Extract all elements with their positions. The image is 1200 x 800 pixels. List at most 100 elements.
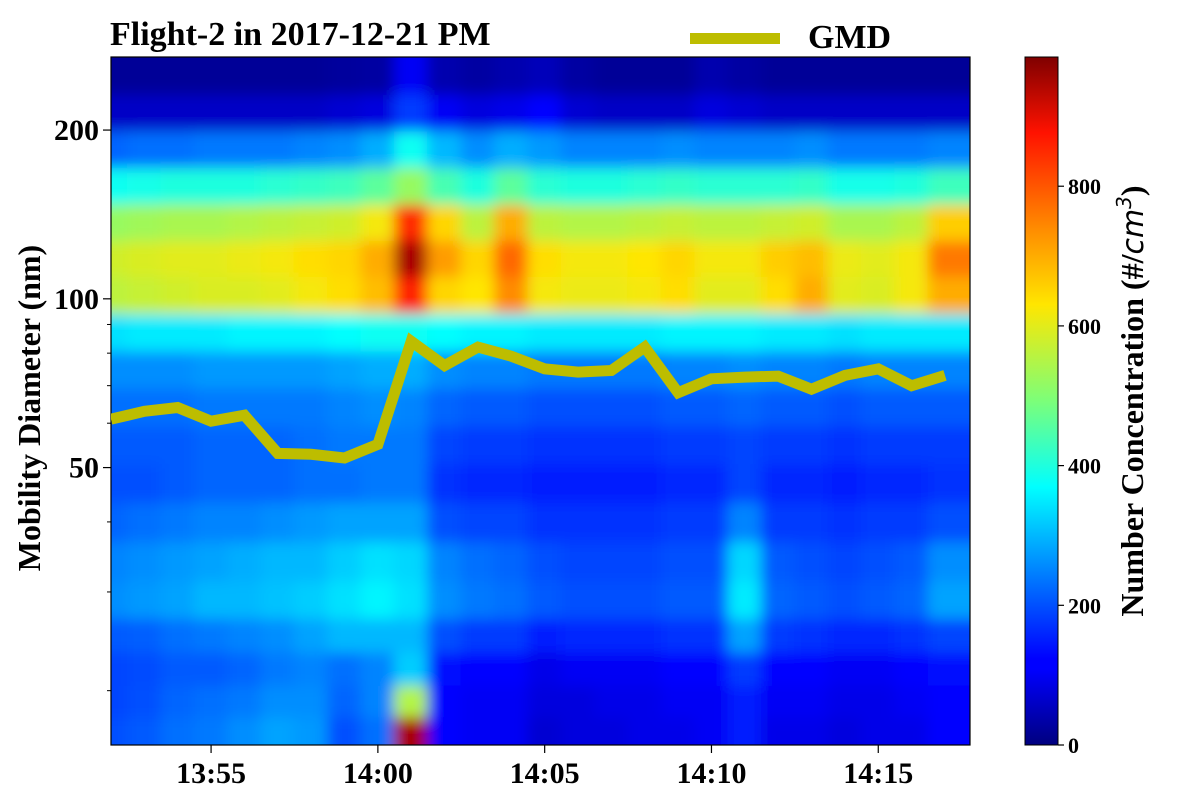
heatmap-cell	[193, 93, 229, 132]
heatmap-cell	[360, 275, 396, 314]
heatmap-cell	[193, 462, 229, 503]
heatmap-cell	[227, 580, 262, 619]
heatmap-cell	[393, 93, 429, 132]
heatmap-cell	[627, 541, 663, 582]
heatmap-cell	[227, 130, 262, 169]
heatmap-cell	[860, 617, 896, 653]
heatmap-cell	[111, 541, 129, 582]
heatmap-cell	[827, 239, 863, 277]
heatmap-cell	[393, 580, 429, 619]
heatmap-cell	[860, 57, 896, 95]
heatmap-cell	[827, 462, 863, 503]
heatmap-cell	[360, 93, 396, 132]
heatmap-cell	[427, 501, 462, 543]
heatmap-cell	[927, 203, 970, 241]
heatmap-cell	[794, 312, 829, 352]
heatmap-cell	[494, 541, 529, 582]
heatmap-cell	[260, 203, 296, 241]
heatmap-cell	[460, 57, 496, 95]
heatmap-cell	[193, 580, 229, 619]
heatmap-cell	[594, 617, 629, 653]
heatmap-cell	[160, 716, 195, 745]
heatmap-cell	[393, 684, 429, 718]
heatmap-cell	[393, 239, 429, 277]
colorbar-tick-label: 0	[1068, 733, 1079, 758]
heatmap-cell	[760, 312, 796, 352]
heatmap-cell	[127, 166, 162, 205]
heatmap-cell	[327, 541, 362, 582]
heatmap-cell	[527, 57, 562, 95]
heatmap-cell	[727, 239, 763, 277]
heatmap-cell	[827, 275, 863, 314]
heatmap-cell	[727, 651, 763, 686]
heatmap-cell	[193, 130, 229, 169]
heatmap-cell	[193, 239, 229, 277]
heatmap-cell	[727, 57, 763, 95]
heatmap-cell	[393, 541, 429, 582]
heatmap-cell	[127, 350, 162, 389]
heatmap-cell	[460, 166, 496, 205]
heatmap-cell	[293, 716, 329, 745]
heatmap-cell	[260, 312, 296, 352]
heatmap-cell	[760, 580, 796, 619]
heatmap-cell	[227, 166, 262, 205]
heatmap-cell	[327, 203, 362, 241]
heatmap-cell	[827, 716, 863, 745]
heatmap-cell	[627, 617, 663, 653]
heatmap-cell	[111, 312, 129, 352]
heatmap-cell	[127, 275, 162, 314]
heatmap-cell	[160, 203, 195, 241]
heatmap-cell	[927, 425, 970, 465]
heatmap-cell	[427, 651, 462, 686]
heatmap-cell	[327, 684, 362, 718]
heatmap-cell	[494, 239, 529, 277]
heatmap-cell	[727, 541, 763, 582]
heatmap-cell	[760, 684, 796, 718]
heatmap-cell	[894, 425, 929, 465]
heatmap-cell	[360, 350, 396, 389]
heatmap-cell	[560, 130, 596, 169]
heatmap-cell	[627, 275, 663, 314]
heatmap-cell	[694, 203, 729, 241]
heatmap-cell	[827, 617, 863, 653]
heatmap-cell	[827, 684, 863, 718]
heatmap-cell	[227, 312, 262, 352]
heatmap-cell	[694, 166, 729, 205]
y-axis: 50 100 200	[54, 114, 111, 692]
chart-title: Flight-2 in 2017-12-21 PM	[110, 16, 491, 53]
heatmap-cell	[694, 501, 729, 543]
heatmap-cell	[160, 130, 195, 169]
heatmap-cell	[660, 312, 696, 352]
heatmap-cell	[327, 716, 362, 745]
heatmap-cell	[393, 130, 429, 169]
heatmap-cell	[727, 130, 763, 169]
legend-swatch-gmd	[690, 32, 780, 44]
heatmap-cell	[494, 580, 529, 619]
heatmap-cell	[327, 166, 362, 205]
heatmap-cell	[427, 387, 462, 427]
heatmap-cell	[760, 387, 796, 427]
heatmap-cell	[894, 684, 929, 718]
heatmap-cell	[160, 541, 195, 582]
heatmap-cell	[594, 425, 629, 465]
heatmap-cell	[727, 425, 763, 465]
heatmap-cell	[160, 350, 195, 389]
heatmap-cell	[594, 541, 629, 582]
heatmap-cell	[193, 312, 229, 352]
heatmap-cell	[260, 541, 296, 582]
heatmap-cell	[360, 203, 396, 241]
heatmap-cell	[327, 130, 362, 169]
heatmap-cell	[160, 501, 195, 543]
heatmap-cell	[627, 425, 663, 465]
heatmap-cell	[327, 312, 362, 352]
colorbar-label-exp: 3	[1112, 196, 1136, 209]
heatmap-cell	[727, 312, 763, 352]
heatmap-cell	[460, 425, 496, 465]
heatmap-cell	[794, 275, 829, 314]
heatmap-cell	[560, 312, 596, 352]
heatmap-cell	[894, 166, 929, 205]
heatmap-cell	[760, 57, 796, 95]
y-tick-label: 50	[69, 452, 99, 485]
heatmap-cell	[360, 716, 396, 745]
heatmap-cell	[794, 57, 829, 95]
